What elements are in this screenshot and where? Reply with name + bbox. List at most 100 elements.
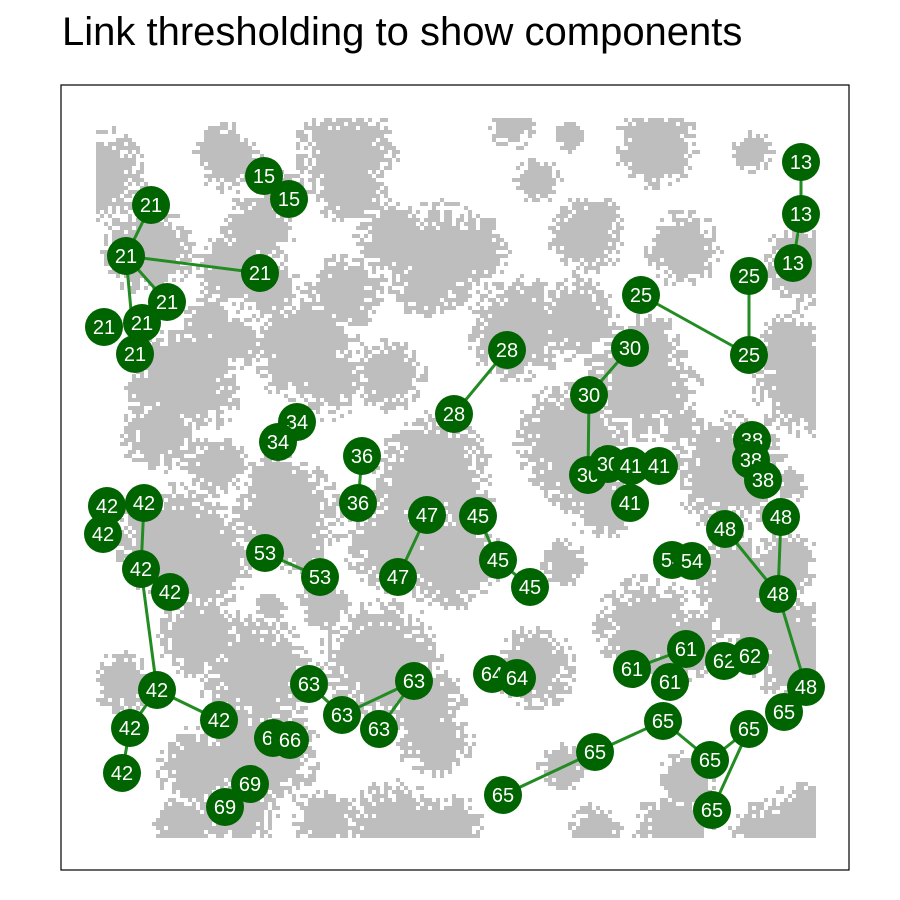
component-link [640, 293, 750, 357]
patch-node: 65 [644, 702, 682, 740]
patch-node: 63 [323, 696, 361, 734]
patch-node: 25 [622, 276, 660, 314]
patch-node: 21 [123, 304, 161, 342]
patch-node-label: 21 [249, 263, 271, 285]
patch-node-label: 65 [584, 742, 606, 764]
patch-node-marker [151, 573, 189, 611]
component-link [125, 254, 261, 275]
patch-node: 13 [782, 143, 820, 181]
patch-node-marker [484, 776, 522, 814]
patch-node: 25 [730, 336, 768, 374]
patch-node-label: 42 [119, 718, 141, 740]
patch-node: 42 [111, 709, 149, 747]
patch-node-label: 62 [713, 651, 735, 673]
patch-node-label: 54 [681, 551, 703, 573]
patch-node: 42 [151, 573, 189, 611]
patch-node-label: 65 [773, 702, 795, 724]
patch-node-marker [774, 244, 812, 282]
patch-node: 62 [731, 637, 769, 675]
patch-node-label: 36 [347, 493, 369, 515]
patch-node-label: 65 [701, 800, 723, 822]
patch-node-marker [271, 721, 309, 759]
patch-node-marker [379, 558, 417, 596]
patch-node: 21 [132, 186, 170, 224]
patch-node: 48 [787, 668, 825, 706]
patch-node-marker [459, 497, 497, 535]
patch-node-marker [479, 541, 517, 579]
patch-node-marker [241, 254, 279, 292]
patch-node-label: 53 [309, 567, 331, 589]
patch-node-label: 62 [739, 646, 761, 668]
patch-node-marker [762, 498, 800, 536]
patch-node-marker [759, 575, 797, 613]
patch-node-label: 25 [630, 285, 652, 307]
patch-node-marker [360, 710, 398, 748]
patch-node: 65 [691, 741, 729, 779]
patch-node: 47 [379, 558, 417, 596]
patch-node: 61 [613, 650, 651, 688]
patch-node-marker [116, 335, 154, 373]
patch-node-label: 21 [131, 313, 153, 335]
patch-node-marker [782, 195, 820, 233]
patch-node-label: 45 [519, 577, 541, 599]
patch-node-marker [245, 157, 283, 195]
patch-node-label: 63 [298, 674, 320, 696]
patch-node-marker [290, 665, 328, 703]
patch-node: 30 [611, 329, 649, 367]
patch-node-marker [640, 447, 678, 485]
component-link [139, 568, 159, 691]
patch-node-marker [667, 630, 705, 668]
patch-node: 45 [479, 541, 517, 579]
patch-node-label: 48 [767, 584, 789, 606]
patch-node-label: 42 [111, 763, 133, 785]
patch-node-marker [730, 336, 768, 374]
patch-node: 15 [245, 157, 283, 195]
patch-node-marker [343, 437, 381, 475]
patch-node-marker [691, 741, 729, 779]
chart-title: Link thresholding to show components [62, 10, 743, 54]
patch-node-marker [498, 659, 536, 697]
patch-node-label: 47 [416, 505, 438, 527]
patch-node-label: 45 [467, 506, 489, 528]
patch-node-marker [84, 515, 122, 553]
patch-node-marker [644, 702, 682, 740]
patch-node-marker [408, 496, 446, 534]
patch-node-label: 28 [443, 404, 465, 426]
patch-node-label: 25 [738, 345, 760, 367]
patch-node: 69 [231, 765, 269, 803]
patch-node: 48 [759, 575, 797, 613]
patch-node-label: 30 [578, 385, 600, 407]
patch-node-marker [301, 558, 339, 596]
patch-node: 41 [640, 447, 678, 485]
patch-node-label: 63 [331, 705, 353, 727]
patch-node-label: 48 [795, 677, 817, 699]
patch-node-label: 13 [790, 152, 812, 174]
patch-node: 61 [667, 630, 705, 668]
patch-node-label: 65 [699, 750, 721, 772]
patch-node: 65 [484, 776, 522, 814]
patch-node-label: 61 [621, 659, 643, 681]
patch-node: 65 [765, 693, 803, 731]
patch-node-label: 41 [620, 456, 642, 478]
patch-node: 21 [107, 237, 145, 275]
patch-node: 21 [116, 335, 154, 373]
patch-node-label: 61 [675, 639, 697, 661]
habitat-raster [96, 118, 816, 838]
patch-node-marker [323, 696, 361, 734]
patch-node-label: 42 [130, 559, 152, 581]
patch-node-label: 45 [487, 550, 509, 572]
patch-node-label: 36 [351, 446, 373, 468]
patch-node-marker [246, 534, 284, 572]
patch-node: 21 [85, 308, 123, 346]
patch-node-marker [88, 487, 126, 525]
patch-node-marker [622, 276, 660, 314]
patch-node-label: 63 [368, 719, 390, 741]
patch-node-label: 69 [239, 774, 261, 796]
patch-node: 63 [290, 665, 328, 703]
patch-node: 42 [200, 701, 238, 739]
patch-node-marker [706, 510, 744, 548]
patch-node: 38 [744, 461, 782, 499]
patch-node: 15 [270, 180, 308, 218]
patch-node-marker [200, 701, 238, 739]
